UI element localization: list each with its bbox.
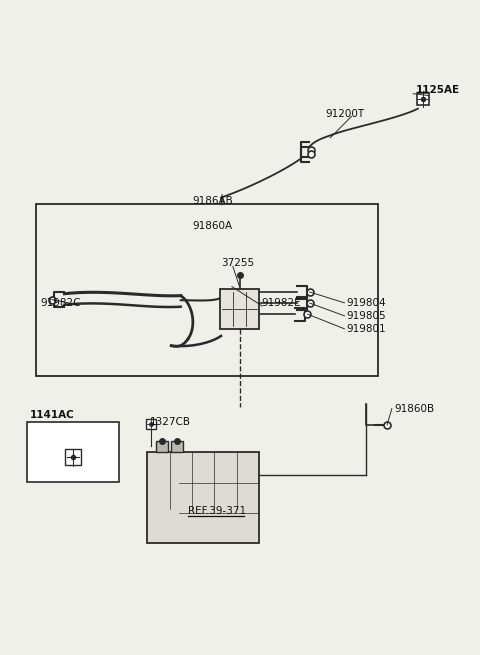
Text: 919804: 919804 — [347, 298, 386, 308]
Text: 9186AB: 9186AB — [192, 196, 233, 206]
Text: 91860B: 91860B — [394, 403, 434, 414]
Text: 91982C: 91982C — [41, 298, 81, 308]
Text: 91860A: 91860A — [192, 221, 233, 231]
Text: 919801: 919801 — [347, 324, 386, 334]
Bar — [171, 441, 183, 452]
Bar — [147, 452, 259, 543]
Bar — [36, 204, 378, 376]
Text: 91200T: 91200T — [325, 109, 364, 119]
Bar — [156, 441, 168, 452]
Text: 91982E: 91982E — [261, 298, 301, 308]
Text: 37255: 37255 — [221, 257, 254, 267]
Text: 1125AE: 1125AE — [416, 85, 460, 96]
Text: 919805: 919805 — [347, 311, 386, 321]
Bar — [27, 422, 119, 482]
Text: 1327CB: 1327CB — [150, 417, 191, 426]
Text: 1141AC: 1141AC — [30, 409, 74, 419]
Bar — [220, 289, 259, 329]
Text: REF.39-371: REF.39-371 — [188, 506, 246, 515]
